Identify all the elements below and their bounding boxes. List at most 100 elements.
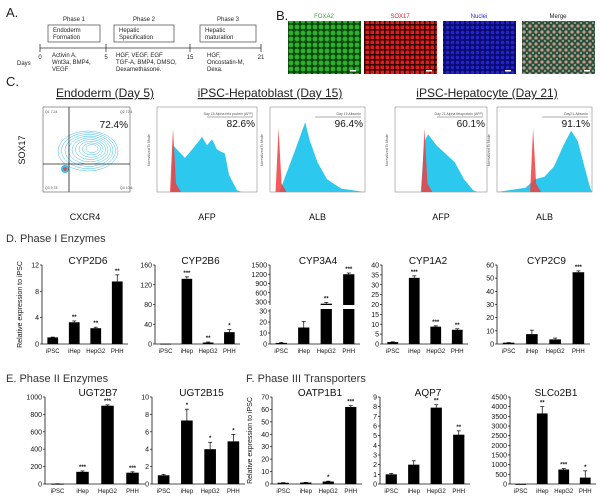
bar-break [319,305,333,309]
significance-mark: * [209,436,212,442]
bar [111,281,123,344]
y-tick-label: 2000 [491,443,507,450]
y-tick-label: 4500 [491,395,507,402]
y-tick-label: 0 [263,342,267,349]
control-histogram [421,128,433,192]
significance-mark: ** [115,269,120,275]
histogram-ylabel: Normalized To Mode [487,134,491,166]
if-image-label: Merge [549,14,567,20]
category-label: PHH [223,349,236,355]
contour-xlabel: CXCR4 [70,212,101,222]
scale-bar [505,70,511,72]
y-tick-label: 0 [375,342,379,349]
bar [204,449,216,484]
section-f-label: F. Phase III Transporters [246,373,366,385]
bar [160,343,171,345]
gate-label: Day 15 Albumin [336,112,361,116]
significance-mark: * [327,475,330,481]
y-tick-label: 20 [261,457,269,464]
category-label: HepG2 [199,349,219,355]
quadrant-label: Q1 7.24 [45,110,58,114]
if-image-nuclei [443,21,516,74]
significance-mark: *** [129,466,137,472]
significance-mark: * [186,403,189,409]
category-label: HepG2 [319,489,339,495]
phase-factor: Activin A, [52,53,77,59]
y-tick-label: 300 [255,300,267,307]
bar [515,484,527,485]
gate-label: Day 15 Alpha feto protein (AFP) [204,112,253,116]
bar [322,481,334,484]
significance-mark: ** [93,321,98,327]
scale-bar [426,70,432,72]
category-label: iHep [181,489,194,495]
bar [298,327,310,344]
bar [430,407,442,484]
phase-factor: Oncostatin-M, [207,60,245,66]
panel-b-letter: B. [276,8,288,23]
gate-label: Day 21 Alpha fetoprotein (AFP) [435,112,483,116]
y-tick-label: 800 [30,412,42,419]
significance-mark: * [228,324,231,330]
y-tick-label: 15 [371,312,379,319]
category-label: iHep [76,489,89,495]
phase-factor: VEGF [52,67,69,73]
category-label: PHH [227,489,240,495]
bar [387,342,399,344]
y-tick-label: 500 [495,472,507,479]
heading-hepatoblast: iPSC-Hepatoblast (Day 15) [198,86,343,100]
bar [277,482,289,484]
y-tick-label: 120 [140,282,152,289]
histogram-percent: 96.4% [335,119,363,130]
category-label: iPSC [386,349,400,355]
category-label: PHH [572,349,585,355]
phase-factor: TGF-A, BMP4, DMSO, [116,60,177,66]
y-tick-label: 20 [259,320,267,327]
significance-mark: *** [347,400,355,406]
phase-stage-text: Hepatic [119,28,139,34]
if-image-label: SOX17 [390,14,410,20]
category-label: HepG2 [427,489,447,495]
day-tick-label: 15 [187,55,194,61]
chart-cyp2b6: 0 40 80 120 160 CYP2B6 iPSC *** iHep ** HepG2 * PHH [140,256,240,355]
significance-mark: ** [455,323,460,329]
y-tick-label: 4 [145,447,149,454]
y-tick-label: 40 [144,322,152,329]
histogram-xlabel: ALB [309,212,326,222]
flow-plots: Q1 7.24 Q2 72.4 Q3 9.78 Q4 10.6 72.4% SOX17 CX… [17,106,593,222]
day-tick-label: 5 [104,55,108,61]
category-label: iHep [300,489,313,495]
if-image-label: Nuclei [471,14,488,20]
bar [275,342,287,344]
bar [345,406,357,484]
bar [572,272,585,344]
significance-mark: ** [72,315,77,321]
y-tick-label: 2500 [491,433,507,440]
y-tick-label: 10 [486,328,494,335]
y-tick-label: 8 [145,412,149,419]
significance-mark: *** [183,271,191,277]
category-label: iPSC [384,489,398,495]
y-tick-label: 4 [35,315,39,322]
y-tick-label: 10 [261,469,269,476]
y-tick-label: 1000 [491,462,507,469]
chart-cyp1a2: 0 5 10 15 20 25 30 35 40 CYP1A2 iPSC *** iHep *** HepG… [371,256,468,355]
section-d-label: D. Phase I Enzymes [6,233,106,245]
bar [453,434,465,484]
significance-mark: *** [104,399,112,405]
y-tick-label: 600 [30,429,42,436]
bar [579,477,591,484]
chart-title: SLCo2B1 [535,388,578,399]
y-tick-label: 70 [261,395,269,402]
bar [101,405,114,484]
phase-stage-box [113,24,175,43]
category-label: iHep [298,349,311,355]
if-images: FOXA2 SOX17 Nuclei Merge [288,14,595,74]
control-histogram [170,128,181,192]
chart-title: OATP1B1 [298,388,343,399]
quadrant-label: Q4 10.6 [120,186,133,190]
contour-line [71,137,109,163]
chart-ugt2b15: 0 2 4 6 8 10 UGT2B15 iPSC * iHep * HepG2 * PHH [141,388,245,495]
bar [181,420,193,484]
